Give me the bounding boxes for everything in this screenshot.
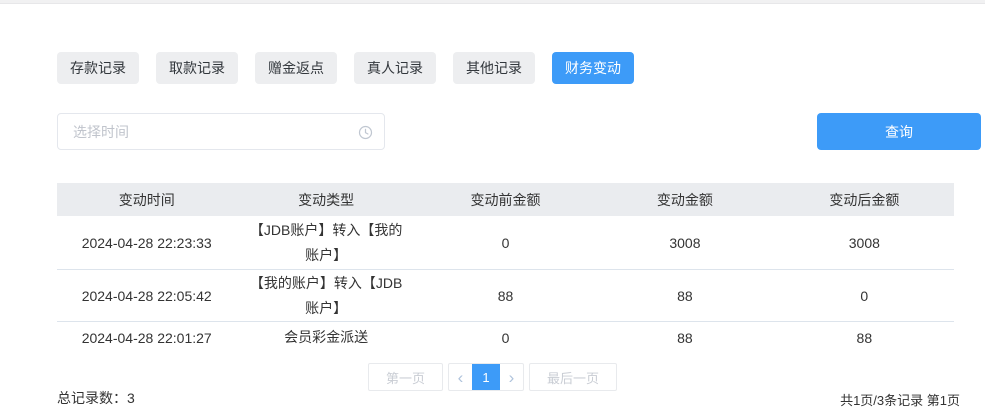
first-page-button[interactable]: 第一页 [367, 363, 443, 391]
page-summary-label: 共1页/3条记录 第1页 [840, 393, 960, 408]
cell-change-type: 【JDB账户】转入【我的账户】 [236, 218, 415, 268]
query-button[interactable]: 查询 [817, 113, 981, 150]
records-table: 变动时间 变动类型 变动前金额 变动金额 变动后金额 2024-04-28 22… [57, 183, 954, 353]
cell-amount-before: 88 [497, 287, 514, 304]
page-number-group: ‹ 1 › [448, 363, 524, 391]
record-tabs: 存款记录 取款记录 赠金返点 真人记录 其他记录 财务变动 [57, 52, 634, 84]
total-records-label: 总记录数：3 [57, 390, 135, 406]
cell-amount-after: 3008 [848, 234, 880, 251]
cell-change-type: 会员彩金派送 [236, 325, 415, 350]
cell-change-time: 2024-04-28 22:23:33 [81, 234, 212, 251]
cell-change-time: 2024-04-28 22:05:42 [81, 287, 212, 304]
date-range-input[interactable] [58, 114, 384, 149]
cell-change-amount: 88 [677, 329, 693, 346]
top-divider [0, 0, 985, 4]
cell-change-time: 2024-04-28 22:01:27 [81, 329, 212, 346]
tab-bonus-rebate[interactable]: 赠金返点 [255, 52, 337, 84]
tab-other-records[interactable]: 其他记录 [453, 52, 535, 84]
tab-financial-changes[interactable]: 财务变动 [552, 52, 634, 84]
current-page-button[interactable]: 1 [472, 364, 500, 390]
cell-change-amount: 88 [677, 287, 693, 304]
header-change-time: 变动时间 [118, 191, 175, 208]
header-change-amount: 变动金额 [656, 191, 713, 208]
pagination: 第一页 ‹ 1 › 最后一页 [0, 363, 985, 391]
cell-amount-after: 88 [856, 329, 873, 346]
header-amount-after: 变动后金额 [829, 191, 900, 208]
next-page-icon[interactable]: › [508, 367, 515, 387]
last-page-button[interactable]: 最后一页 [529, 363, 618, 391]
cell-change-amount: 3008 [669, 234, 701, 251]
table-header-row: 变动时间 变动类型 变动前金额 变动金额 变动后金额 [57, 183, 954, 216]
header-amount-before: 变动前金额 [470, 191, 541, 208]
tab-live-records[interactable]: 真人记录 [354, 52, 436, 84]
header-change-type: 变动类型 [298, 191, 355, 208]
cell-amount-before: 0 [501, 329, 510, 346]
tab-withdrawal-records[interactable]: 取款记录 [156, 52, 238, 84]
filter-bar: 查询 [57, 113, 981, 150]
cell-change-type-text: 【JDB账户】转入【我的账户】 [249, 221, 403, 263]
tab-deposit-records[interactable]: 存款记录 [57, 52, 139, 84]
cell-amount-after: 0 [860, 287, 869, 304]
cell-change-type-text: 【我的账户】转入【JDB账户】 [249, 274, 403, 316]
table-row: 2024-04-28 22:23:33 【JDB账户】转入【我的账户】 0 30… [57, 216, 954, 270]
prev-page-icon[interactable]: ‹ [457, 367, 464, 387]
cell-change-type: 【我的账户】转入【JDB账户】 [236, 271, 415, 321]
table-row: 2024-04-28 22:05:42 【我的账户】转入【JDB账户】 88 8… [57, 270, 954, 322]
date-range-picker[interactable] [57, 113, 385, 150]
table-row: 2024-04-28 22:01:27 会员彩金派送 0 88 88 [57, 322, 954, 353]
cell-change-type-text: 会员彩金派送 [284, 329, 369, 345]
clock-icon [358, 125, 373, 140]
cell-amount-before: 0 [501, 234, 510, 251]
